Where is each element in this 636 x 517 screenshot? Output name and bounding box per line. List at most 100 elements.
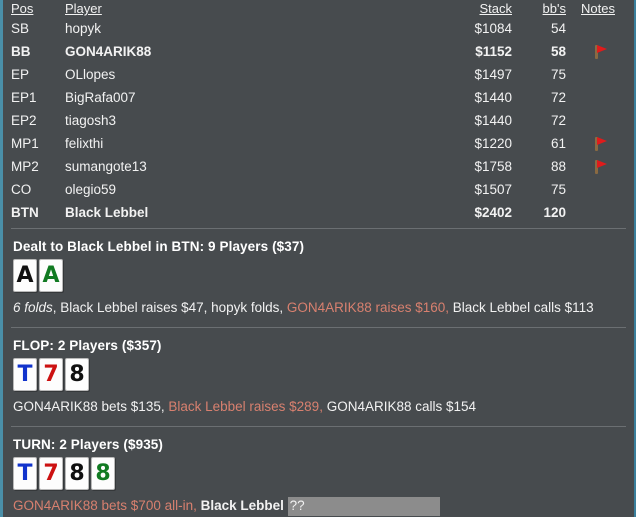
flop-action-part2: GON4ARIK88 calls $154 bbox=[322, 399, 477, 415]
column-header-stack-label: Stack bbox=[479, 1, 512, 16]
turn-hidden-action[interactable]: ?? bbox=[287, 497, 440, 516]
table-row[interactable]: SB hopyk $1084 54 bbox=[3, 17, 634, 40]
cell-notes[interactable] bbox=[568, 63, 634, 86]
cell-position: MP1 bbox=[11, 136, 39, 151]
preflop-action-part2: Black Lebbel calls $113 bbox=[449, 300, 594, 315]
cell-bb: 75 bbox=[550, 67, 566, 82]
table-row[interactable]: EP2 tiagosh3 $1440 72 bbox=[3, 109, 634, 132]
table-row[interactable]: EP1 BigRafa007 $1440 72 bbox=[3, 86, 634, 109]
cell-player: olegio59 bbox=[65, 182, 117, 197]
players-table-header: Pos Player Stack bb's Notes bbox=[3, 0, 634, 17]
table-header-row: Pos Player Stack bb's Notes bbox=[3, 0, 634, 17]
cell-bb: 88 bbox=[550, 159, 566, 174]
cell-player: sumangote13 bbox=[65, 159, 147, 174]
cell-notes[interactable] bbox=[568, 132, 634, 155]
column-header-notes[interactable]: Notes bbox=[568, 0, 634, 17]
flop-title: FLOP: 2 Players ($357) bbox=[13, 338, 162, 354]
column-header-pos[interactable]: Pos bbox=[3, 0, 57, 17]
preflop-action-line: 6 folds, Black Lebbel raises $47, hopyk … bbox=[13, 296, 624, 323]
column-header-pos-label: Pos bbox=[11, 1, 34, 16]
cell-player: OLlopes bbox=[65, 67, 116, 82]
flop-action-highlight: Black Lebbel raises $289, bbox=[168, 399, 323, 415]
table-row[interactable]: EP OLlopes $1497 75 bbox=[3, 63, 634, 86]
cell-player: hopyk bbox=[65, 21, 102, 36]
note-flag-icon[interactable] bbox=[594, 136, 608, 152]
cell-position: BB bbox=[11, 44, 31, 59]
cell-stack: $1507 bbox=[474, 182, 512, 197]
section-preflop: Dealt to Black Lebbel in BTN: 9 Players … bbox=[3, 233, 634, 323]
flop-action-line: GON4ARIK88 bets $135, Black Lebbel raise… bbox=[13, 395, 624, 422]
table-row[interactable]: MP2 sumangote13 $1758 88 bbox=[3, 155, 634, 178]
divider-after-preflop bbox=[11, 327, 626, 329]
column-header-bb[interactable]: bb's bbox=[514, 0, 568, 17]
playing-card: 7 bbox=[39, 457, 63, 491]
cell-stack: $1758 bbox=[474, 159, 512, 174]
column-header-player-label: Player bbox=[65, 1, 102, 16]
cell-stack: $1497 bbox=[474, 67, 512, 82]
cell-bb: 54 bbox=[550, 21, 566, 36]
cell-bb: 61 bbox=[550, 136, 566, 151]
table-row[interactable]: MP1 felixthi $1220 61 bbox=[3, 132, 634, 155]
table-row[interactable]: BTN Black Lebbel $2402 120 bbox=[3, 201, 634, 224]
cell-stack: $1220 bbox=[474, 136, 512, 151]
column-header-bb-label: bb's bbox=[542, 1, 566, 16]
column-header-player[interactable]: Player bbox=[57, 0, 426, 17]
cell-position: EP1 bbox=[11, 90, 37, 105]
column-header-notes-label: Notes bbox=[581, 1, 615, 16]
note-flag-icon[interactable] bbox=[594, 44, 608, 60]
playing-card: 8 bbox=[65, 358, 89, 392]
divider-after-flop bbox=[11, 426, 626, 428]
cell-player: tiagosh3 bbox=[65, 113, 117, 128]
cell-notes[interactable] bbox=[568, 155, 634, 178]
preflop-title: Dealt to Black Lebbel in BTN: 9 Players … bbox=[13, 239, 305, 254]
cell-notes[interactable] bbox=[568, 86, 634, 109]
playing-card: 7 bbox=[39, 358, 63, 392]
cell-notes[interactable] bbox=[568, 201, 634, 224]
preflop-action-highlight: GON4ARIK88 raises $160, bbox=[286, 300, 450, 315]
note-flag-icon[interactable] bbox=[594, 159, 608, 175]
table-row[interactable]: BB GON4ARIK88 $1152 58 bbox=[3, 40, 634, 63]
cell-notes[interactable] bbox=[568, 178, 634, 201]
cell-player: GON4ARIK88 bbox=[65, 44, 152, 59]
playing-card: A bbox=[13, 259, 37, 292]
turn-action-part2: Black Lebbel bbox=[196, 498, 288, 514]
cell-notes[interactable] bbox=[568, 17, 634, 40]
turn-action-line: GON4ARIK88 bets $700 all-in, Black Lebbe… bbox=[13, 494, 624, 517]
playing-card: A bbox=[39, 259, 63, 292]
cell-position: EP bbox=[11, 67, 30, 82]
cell-stack: $1440 bbox=[474, 113, 512, 128]
cell-player: BigRafa007 bbox=[65, 90, 136, 105]
cell-stack: $2402 bbox=[474, 205, 512, 220]
preflop-folds-text: 6 folds bbox=[13, 300, 53, 315]
cell-stack: $1084 bbox=[474, 21, 512, 36]
playing-card: T bbox=[13, 457, 37, 491]
divider-after-players bbox=[11, 228, 626, 229]
cell-player: felixthi bbox=[65, 136, 104, 151]
cell-bb: 72 bbox=[550, 113, 566, 128]
flop-action-part1: GON4ARIK88 bets $135, bbox=[13, 399, 169, 415]
turn-action-highlight: GON4ARIK88 bets $700 all-in, bbox=[13, 498, 197, 514]
cell-stack: $1152 bbox=[475, 44, 512, 59]
cell-player: Black Lebbel bbox=[65, 205, 149, 220]
column-header-stack[interactable]: Stack bbox=[426, 0, 514, 17]
turn-title: TURN: 2 Players ($935) bbox=[13, 437, 164, 453]
cell-position: MP2 bbox=[11, 159, 39, 174]
playing-card: 8 bbox=[91, 457, 115, 491]
cell-bb: 72 bbox=[550, 90, 566, 105]
cell-bb: 120 bbox=[543, 205, 566, 220]
cell-position: CO bbox=[11, 182, 32, 197]
players-table: Pos Player Stack bb's Notes SB hopyk $1084… bbox=[3, 0, 634, 224]
playing-card: T bbox=[13, 358, 37, 392]
cell-bb: 58 bbox=[550, 44, 566, 59]
cell-notes[interactable] bbox=[568, 40, 634, 63]
cell-bb: 75 bbox=[550, 182, 566, 197]
cell-position: EP2 bbox=[11, 113, 37, 128]
table-row[interactable]: CO olegio59 $1507 75 bbox=[3, 178, 634, 201]
cell-stack: $1440 bbox=[474, 90, 512, 105]
cell-notes[interactable] bbox=[568, 109, 634, 132]
